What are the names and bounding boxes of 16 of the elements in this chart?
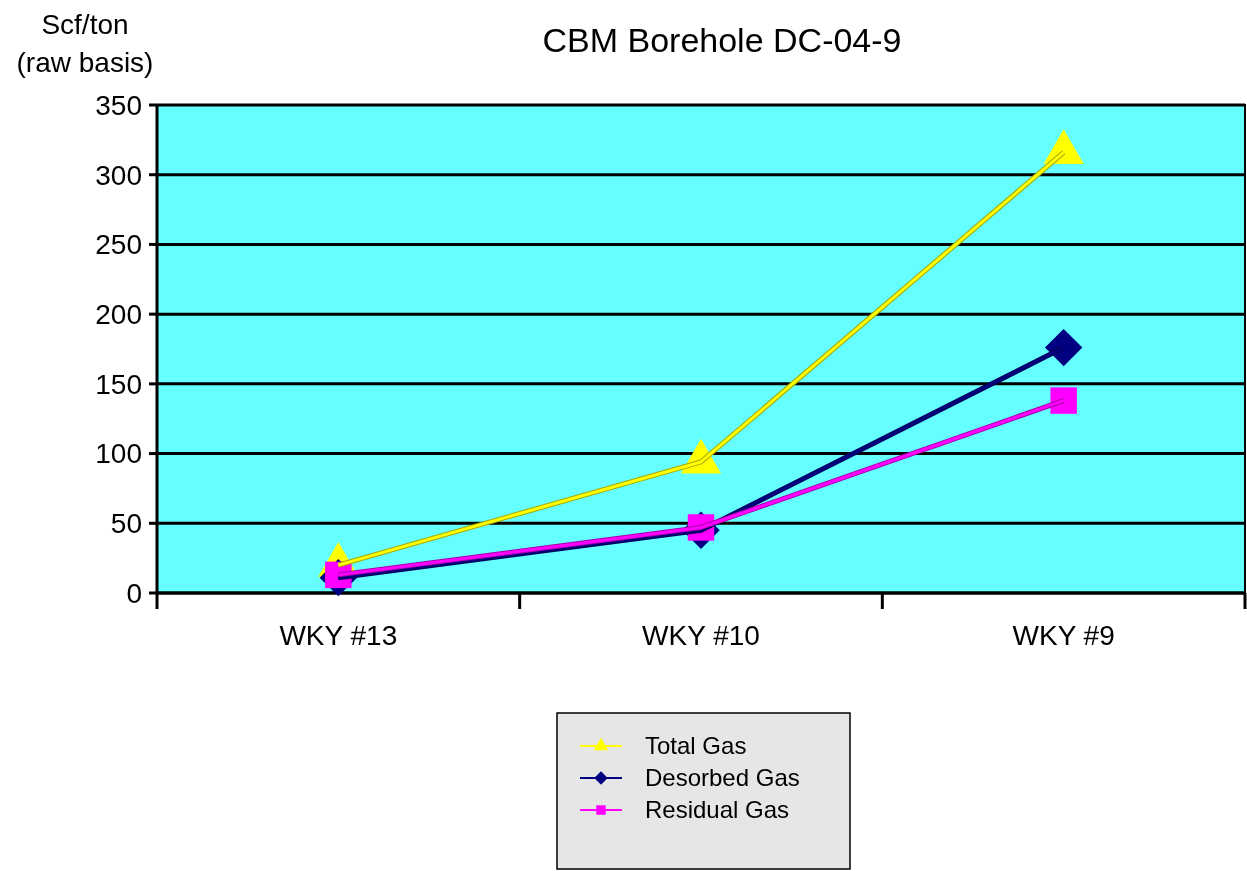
y-tick-label: 100 (95, 438, 142, 470)
y-tick-label: 50 (110, 508, 142, 540)
y-tick-label: 0 (126, 577, 142, 609)
x-tick-label: WKY #10 (642, 620, 760, 651)
x-tick-label: WKY #13 (279, 620, 398, 651)
legend-label: Desorbed Gas (645, 764, 800, 792)
chart-title: CBM Borehole DC-04-9 (542, 21, 902, 59)
y-tick-label: 200 (95, 298, 142, 330)
y-tick-label: 150 (95, 368, 142, 400)
y-tick-label: 300 (95, 159, 142, 191)
legend-label: Residual Gas (645, 796, 790, 824)
y-tick-label: 350 (95, 89, 142, 121)
x-tick-label: WKY #9 (1012, 620, 1115, 651)
y-tick-label: 250 (95, 229, 142, 261)
legend-label: Total Gas (645, 732, 747, 760)
y-axis-title: Scf/ton (raw basis) (16, 9, 154, 78)
